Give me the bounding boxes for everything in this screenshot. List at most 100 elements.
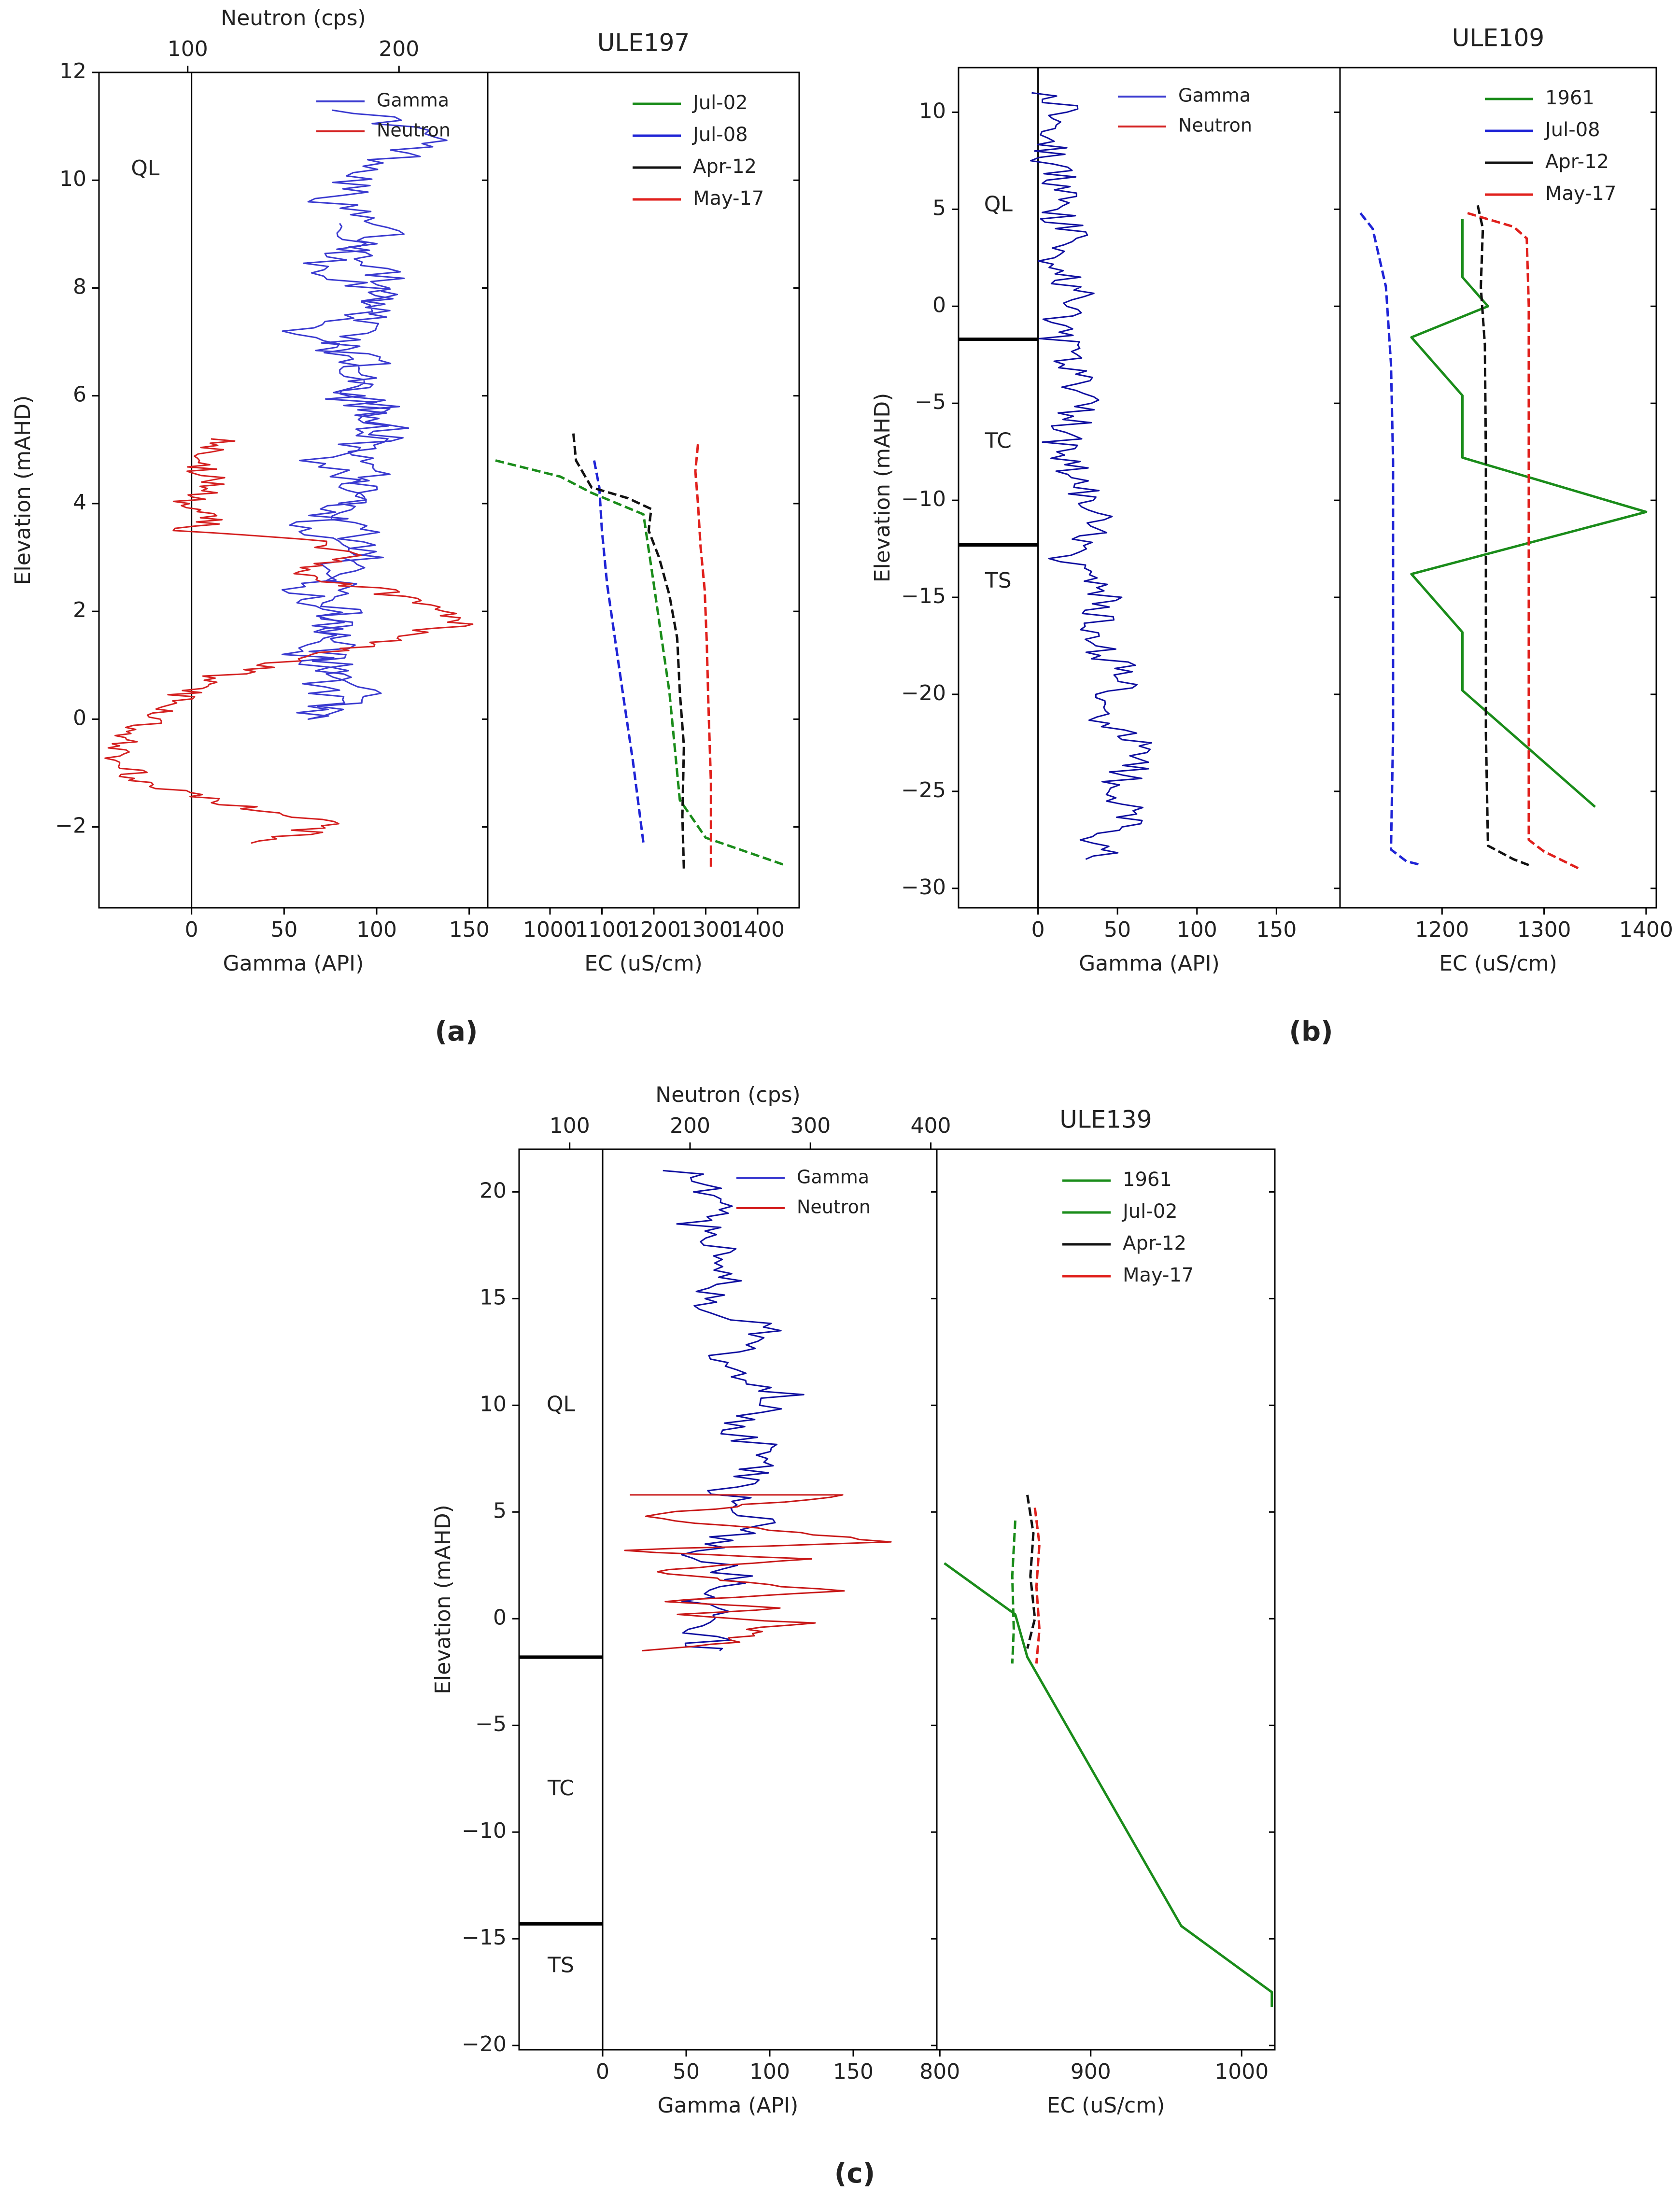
y-tick-label: −15 xyxy=(462,1925,507,1950)
gamma-axis-label: Gamma (API) xyxy=(658,2093,799,2118)
y-tick-label: 0 xyxy=(493,1605,507,1630)
series-may-17-line xyxy=(1467,212,1580,870)
panel-letter: (a) xyxy=(435,1016,478,1047)
neutron-tick-label: 200 xyxy=(670,1113,710,1138)
legend-label-jul-08: Jul-08 xyxy=(691,124,748,146)
y-tick-label: 2 xyxy=(73,598,86,622)
y-tick-label: −20 xyxy=(462,2032,507,2057)
log-panel-frame xyxy=(98,71,489,909)
ec-tick-label: 800 xyxy=(919,2059,960,2084)
gamma-tick-label: 50 xyxy=(673,2059,700,2084)
ec-tick-label: 1100 xyxy=(575,917,629,942)
legend-label-apr-12: Apr-12 xyxy=(693,155,757,178)
y-tick-label: −10 xyxy=(901,487,946,511)
ec-panel-frame xyxy=(936,1148,1276,2051)
gamma-tick-label: 150 xyxy=(449,917,490,942)
panel-title: ULE197 xyxy=(597,29,690,57)
legend-label-gamma: Gamma xyxy=(377,90,449,111)
series-1961-line xyxy=(944,1562,1273,2007)
panel-title: ULE109 xyxy=(1452,24,1544,52)
series-1961-line xyxy=(1410,219,1648,808)
legend-label-gamma: Gamma xyxy=(1178,85,1251,106)
y-tick-label: −30 xyxy=(901,875,946,900)
neutron-axis-label: Neutron (cps) xyxy=(221,6,366,30)
log-panel-frame xyxy=(518,1148,938,2051)
gamma-tick-label: 0 xyxy=(185,917,198,942)
ec-tick-label: 1200 xyxy=(627,917,681,942)
series-may-17-line xyxy=(1033,1508,1041,1664)
series-apr-12-line xyxy=(1476,205,1529,866)
ec-panel-frame xyxy=(1339,67,1657,909)
series-jul-08-line xyxy=(593,460,645,844)
panel-letter: (b) xyxy=(1289,1016,1333,1047)
ec-tick-label: 900 xyxy=(1071,2059,1111,2084)
ec-tick-label: 1400 xyxy=(731,917,785,942)
ec-axis-label: EC (uS/cm) xyxy=(1047,2093,1165,2118)
series-may-17-line xyxy=(694,444,712,870)
legend-label-jul-08: Jul-08 xyxy=(1544,119,1600,141)
y-tick-label: 10 xyxy=(480,1392,507,1416)
y-tick-label: −15 xyxy=(901,584,946,608)
ec-axis-label: EC (uS/cm) xyxy=(584,951,703,976)
unit-label-ql: QL xyxy=(547,1392,576,1416)
panel-b: QL TC TS −30 −25 −20 −15 −10 −5 0 5 10 Elevation (mA… xyxy=(870,24,1673,1048)
y-axis-label: Elevation (mAHD) xyxy=(431,1505,455,1694)
series-gamma-line xyxy=(282,109,448,720)
panel-c: QL TC TS −20 −15 −10 −5 0 5 10 15 20 Elevation (mAHD… xyxy=(431,1083,1276,2189)
series-neutron-line xyxy=(104,438,474,844)
legend-label-may-17: May-17 xyxy=(1545,183,1616,205)
y-tick-label: 20 xyxy=(480,1178,507,1203)
legend-label-may-17: May-17 xyxy=(693,187,764,210)
ec-tick-label: 1300 xyxy=(679,917,733,942)
legend-label-gamma: Gamma xyxy=(797,1167,869,1188)
gamma-tick-label: 50 xyxy=(270,917,297,942)
ec-tick-label: 1200 xyxy=(1415,917,1469,942)
panel-letter: (c) xyxy=(834,2158,875,2189)
series-neutron-line xyxy=(624,1494,892,1652)
legend-label-neutron: Neutron xyxy=(797,1197,871,1218)
ec-tick-label: 1000 xyxy=(523,917,577,942)
ec-axis-label: EC (uS/cm) xyxy=(1439,951,1557,976)
y-axis-label: Elevation (mAHD) xyxy=(11,395,35,585)
unit-label-ql: QL xyxy=(131,156,160,181)
unit-label-tc: TC xyxy=(547,1776,574,1801)
gamma-tick-label: 150 xyxy=(1256,917,1297,942)
ec-tick-label: 1000 xyxy=(1214,2059,1269,2084)
series-apr-12-line xyxy=(572,433,685,870)
y-tick-label: 12 xyxy=(59,59,86,84)
gamma-axis-label: Gamma (API) xyxy=(1079,951,1220,976)
unit-label-ts: TS xyxy=(547,1953,574,1978)
log-panel-frame xyxy=(958,67,1341,909)
ec-tick-label: 1300 xyxy=(1517,917,1571,942)
y-tick-label: 4 xyxy=(73,490,86,515)
y-tick-label: −5 xyxy=(915,390,946,414)
legend-label-apr-12: Apr-12 xyxy=(1123,1232,1186,1254)
y-tick-label: 10 xyxy=(59,167,86,191)
neutron-tick-label: 300 xyxy=(790,1113,831,1138)
neutron-tick-label: 400 xyxy=(911,1113,951,1138)
unit-label-ql: QL xyxy=(984,192,1013,216)
legend-label-jul-02: Jul-02 xyxy=(691,92,748,114)
gamma-tick-label: 50 xyxy=(1104,917,1131,942)
neutron-tick-label: 100 xyxy=(550,1113,590,1138)
gamma-tick-label: 0 xyxy=(596,2059,609,2084)
panel-a: QL −2 0 2 4 6 8 10 12 Elevation (mAHD) 0 50 100 150 Ga… xyxy=(11,6,800,1047)
y-tick-label: 8 xyxy=(73,274,86,299)
y-tick-label: 15 xyxy=(480,1285,507,1310)
gamma-tick-label: 100 xyxy=(749,2059,790,2084)
neutron-tick-label: 200 xyxy=(379,37,419,61)
y-tick-label: −5 xyxy=(475,1712,507,1736)
gamma-axis-label: Gamma (API) xyxy=(223,951,364,976)
gamma-tick-label: 100 xyxy=(1177,917,1217,942)
y-tick-label: 0 xyxy=(932,293,946,317)
y-axis-label: Elevation (mAHD) xyxy=(870,393,895,583)
series-jul-02-line xyxy=(495,459,784,866)
legend-label-1961: 1961 xyxy=(1545,87,1594,109)
series-apr-12-line xyxy=(1026,1494,1036,1649)
series-gamma-line xyxy=(663,1169,804,1651)
neutron-tick-label: 100 xyxy=(168,37,208,61)
gamma-tick-label: 150 xyxy=(833,2059,874,2084)
series-jul-08-line xyxy=(1359,212,1422,867)
legend-label-jul-02: Jul-02 xyxy=(1121,1200,1178,1223)
